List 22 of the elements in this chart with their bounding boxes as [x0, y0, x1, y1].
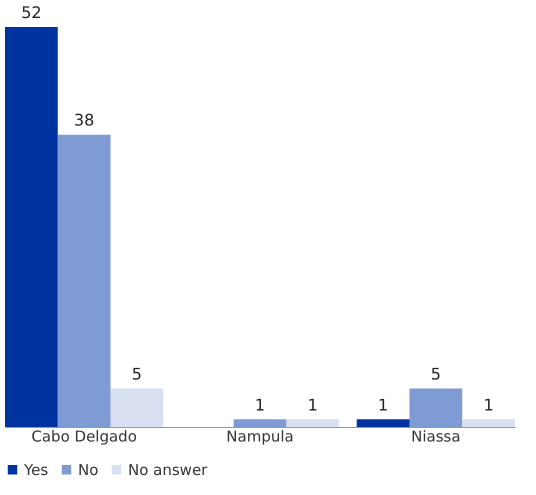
bar [234, 419, 286, 427]
bar [462, 419, 515, 427]
x-tick-label: Nampula [226, 428, 294, 446]
legend-label: No [78, 460, 98, 479]
data-label: 5 [430, 364, 441, 384]
bar [5, 27, 58, 427]
data-label: 5 [132, 364, 142, 384]
bar [409, 388, 462, 427]
bar [58, 134, 111, 427]
bar [286, 419, 340, 427]
bar [356, 419, 410, 427]
data-label: 52 [21, 3, 42, 22]
bar [110, 388, 164, 427]
data-label: 1 [254, 395, 266, 414]
data-label: 1 [378, 395, 388, 414]
data-label: 1 [484, 395, 494, 414]
x-tick-label: Niassa [411, 428, 461, 446]
x-tick-label: Cabo Delgado [31, 428, 137, 446]
data-label: 1 [308, 395, 318, 414]
legend-label: Yes [23, 460, 48, 479]
data-label: 38 [74, 110, 94, 130]
legend-label: No answer [128, 460, 208, 479]
